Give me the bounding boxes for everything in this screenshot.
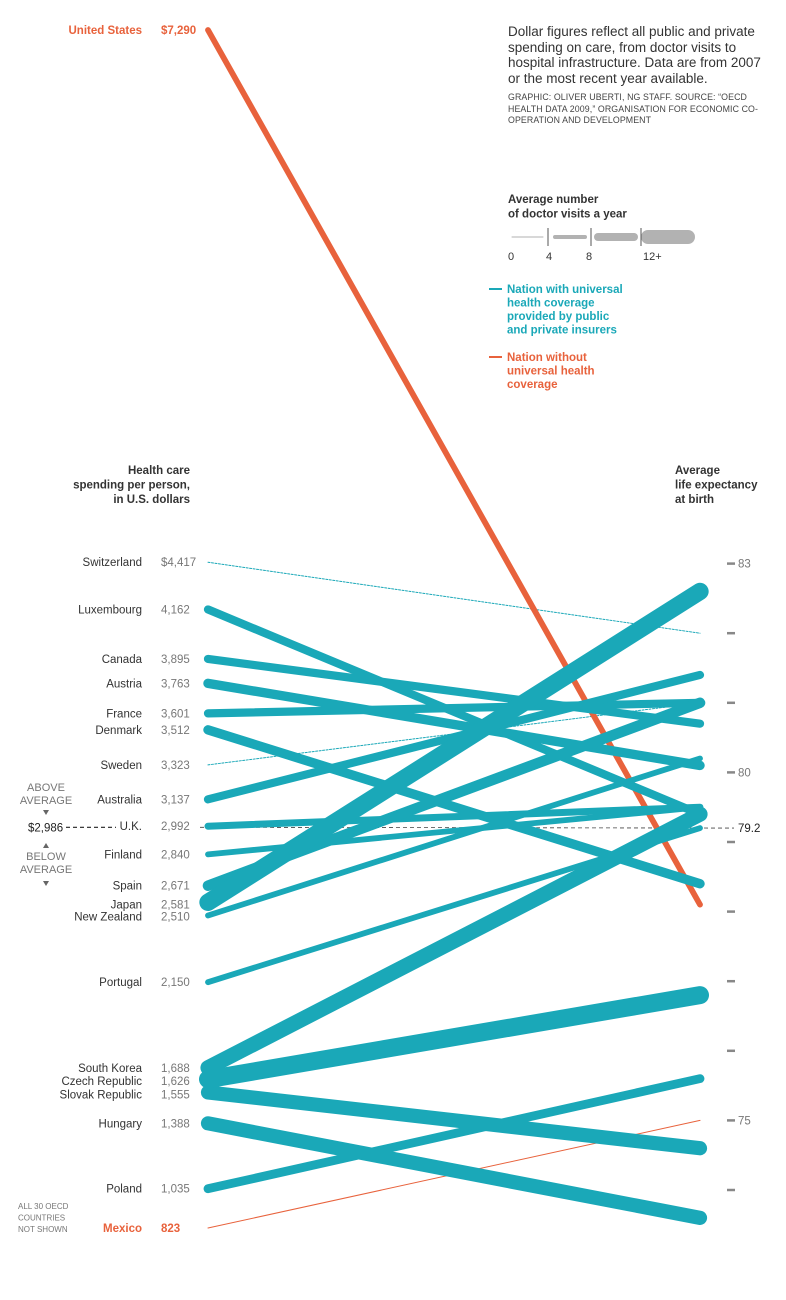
spending-value-mexico: 823 — [161, 1223, 180, 1235]
spending-value-denmark: 3,512 — [161, 725, 190, 737]
legend-visits-title: Average number — [508, 194, 599, 206]
right-tick-label: 75 — [738, 1115, 751, 1127]
left-axis-title-line: in U.S. dollars — [113, 494, 190, 506]
country-label-japan: Japan — [111, 899, 142, 911]
spending-value-new-zealand: 2,510 — [161, 911, 190, 923]
series-line-new-zealand — [205, 755, 703, 919]
country-label-denmark: Denmark — [95, 725, 142, 737]
below-average-arrow — [43, 843, 49, 848]
spending-value-australia: 3,137 — [161, 794, 190, 806]
right-tick-label: 80 — [738, 767, 751, 779]
note-text: Dollar figures reflect all public and pr… — [508, 24, 761, 86]
spending-value-slovak-republic: 1,555 — [161, 1089, 190, 1101]
series-line-czech-republic — [199, 986, 709, 1089]
country-label-luxembourg: Luxembourg — [78, 604, 142, 616]
series-line-switzerland — [207, 561, 701, 634]
legend-visits-tick: 8 — [586, 251, 592, 263]
above-average-label: AVERAGE — [20, 795, 72, 807]
legend-visits-title: of doctor visits a year — [508, 209, 627, 221]
country-label-sweden: Sweden — [100, 760, 142, 772]
spending-value-sweden: 3,323 — [161, 760, 190, 772]
spending-value-austria: 3,763 — [161, 678, 190, 690]
above-average-arrow — [43, 810, 49, 815]
country-label-portugal: Portugal — [99, 977, 142, 989]
series-line-hungary — [200, 1116, 708, 1225]
country-label-finland: Finland — [104, 849, 142, 861]
right-tick-label: 83 — [738, 559, 751, 571]
spending-value-spain: 2,671 — [161, 881, 190, 893]
legend-non-universal-text: coverage — [507, 379, 558, 391]
legend-visits-tick: 12+ — [643, 251, 662, 263]
legend-visits-tick: 4 — [546, 251, 552, 263]
spending-value-hungary: 1,388 — [161, 1118, 190, 1130]
country-label-u-k: U.K. — [120, 821, 142, 833]
legend-universal-text: Nation with universal — [507, 284, 623, 296]
spending-value-canada: 3,895 — [161, 654, 190, 666]
country-label-united-states: United States — [69, 25, 143, 37]
country-label-canada: Canada — [102, 654, 143, 666]
series-line-canada — [203, 654, 705, 728]
country-label-spain: Spain — [113, 881, 142, 893]
left-axis-title-line: spending per person, — [73, 480, 190, 492]
spending-value-united-states: $7,290 — [161, 25, 196, 37]
average-spending-label: $2,986 — [28, 822, 63, 834]
series-line-japan — [199, 582, 709, 911]
spending-value-portugal: 2,150 — [161, 977, 190, 989]
country-label-switzerland: Switzerland — [83, 557, 142, 569]
source-credit: GRAPHIC: OLIVER UBERTI, NG STAFF. SOURCE… — [508, 92, 759, 125]
country-label-austria: Austria — [106, 678, 142, 690]
spending-value-finland: 2,840 — [161, 849, 190, 861]
legend-non-universal-text: Nation without — [507, 352, 587, 364]
legend-universal-text: provided by public — [507, 311, 610, 323]
spending-value-czech-republic: 1,626 — [161, 1076, 190, 1088]
right-axis-title-line: life expectancy — [675, 480, 758, 492]
spending-value-poland: 1,035 — [161, 1184, 190, 1196]
footnote-line: NOT SHOWN — [18, 1225, 68, 1234]
below-average-label: BELOW — [26, 851, 66, 863]
below-average-label: AVERAGE — [20, 864, 72, 876]
country-label-slovak-republic: Slovak Republic — [60, 1089, 143, 1101]
series-line-u-k — [204, 803, 704, 830]
series-line-france — [203, 698, 705, 718]
average-life-label: 79.2 — [738, 823, 760, 835]
country-label-hungary: Hungary — [99, 1118, 143, 1130]
series-line-south-korea — [200, 806, 708, 1076]
country-label-czech-republic: Czech Republic — [61, 1076, 142, 1088]
country-label-mexico: Mexico — [103, 1223, 142, 1235]
legend-non-universal-text: universal health — [507, 366, 595, 378]
legend-universal-text: and private insurers — [507, 325, 617, 337]
spending-value-south-korea: 1,688 — [161, 1063, 190, 1075]
spending-value-france: 3,601 — [161, 708, 190, 720]
footnote-line: ALL 30 OECD — [18, 1202, 69, 1211]
legend-universal-text: health coverage — [507, 298, 595, 310]
country-label-poland: Poland — [106, 1184, 142, 1196]
spending-value-luxembourg: 4,162 — [161, 604, 190, 616]
spending-value-japan: 2,581 — [161, 899, 190, 911]
country-label-australia: Australia — [97, 794, 142, 806]
series-line-austria — [203, 678, 705, 771]
spending-value-u-k: 2,992 — [161, 821, 190, 833]
spending-value-switzerland: $4,417 — [161, 557, 196, 569]
right-axis-title-line: at birth — [675, 494, 714, 506]
legend-visits-tick: 0 — [508, 251, 514, 263]
left-axis-title-line: Health care — [128, 465, 190, 477]
below-average-arrow-down — [43, 881, 49, 886]
chart-note: Dollar figures reflect all public and pr… — [508, 24, 768, 127]
country-label-south-korea: South Korea — [78, 1063, 143, 1075]
country-label-new-zealand: New Zealand — [74, 911, 142, 923]
country-label-france: France — [106, 708, 142, 720]
series-line-united-states — [205, 27, 703, 908]
above-average-label: ABOVE — [27, 782, 65, 794]
right-axis-title-line: Average — [675, 465, 720, 477]
series-line-slovak-republic — [200, 1085, 708, 1156]
series-line-poland — [203, 1074, 705, 1194]
footnote-line: COUNTRIES — [18, 1214, 65, 1223]
